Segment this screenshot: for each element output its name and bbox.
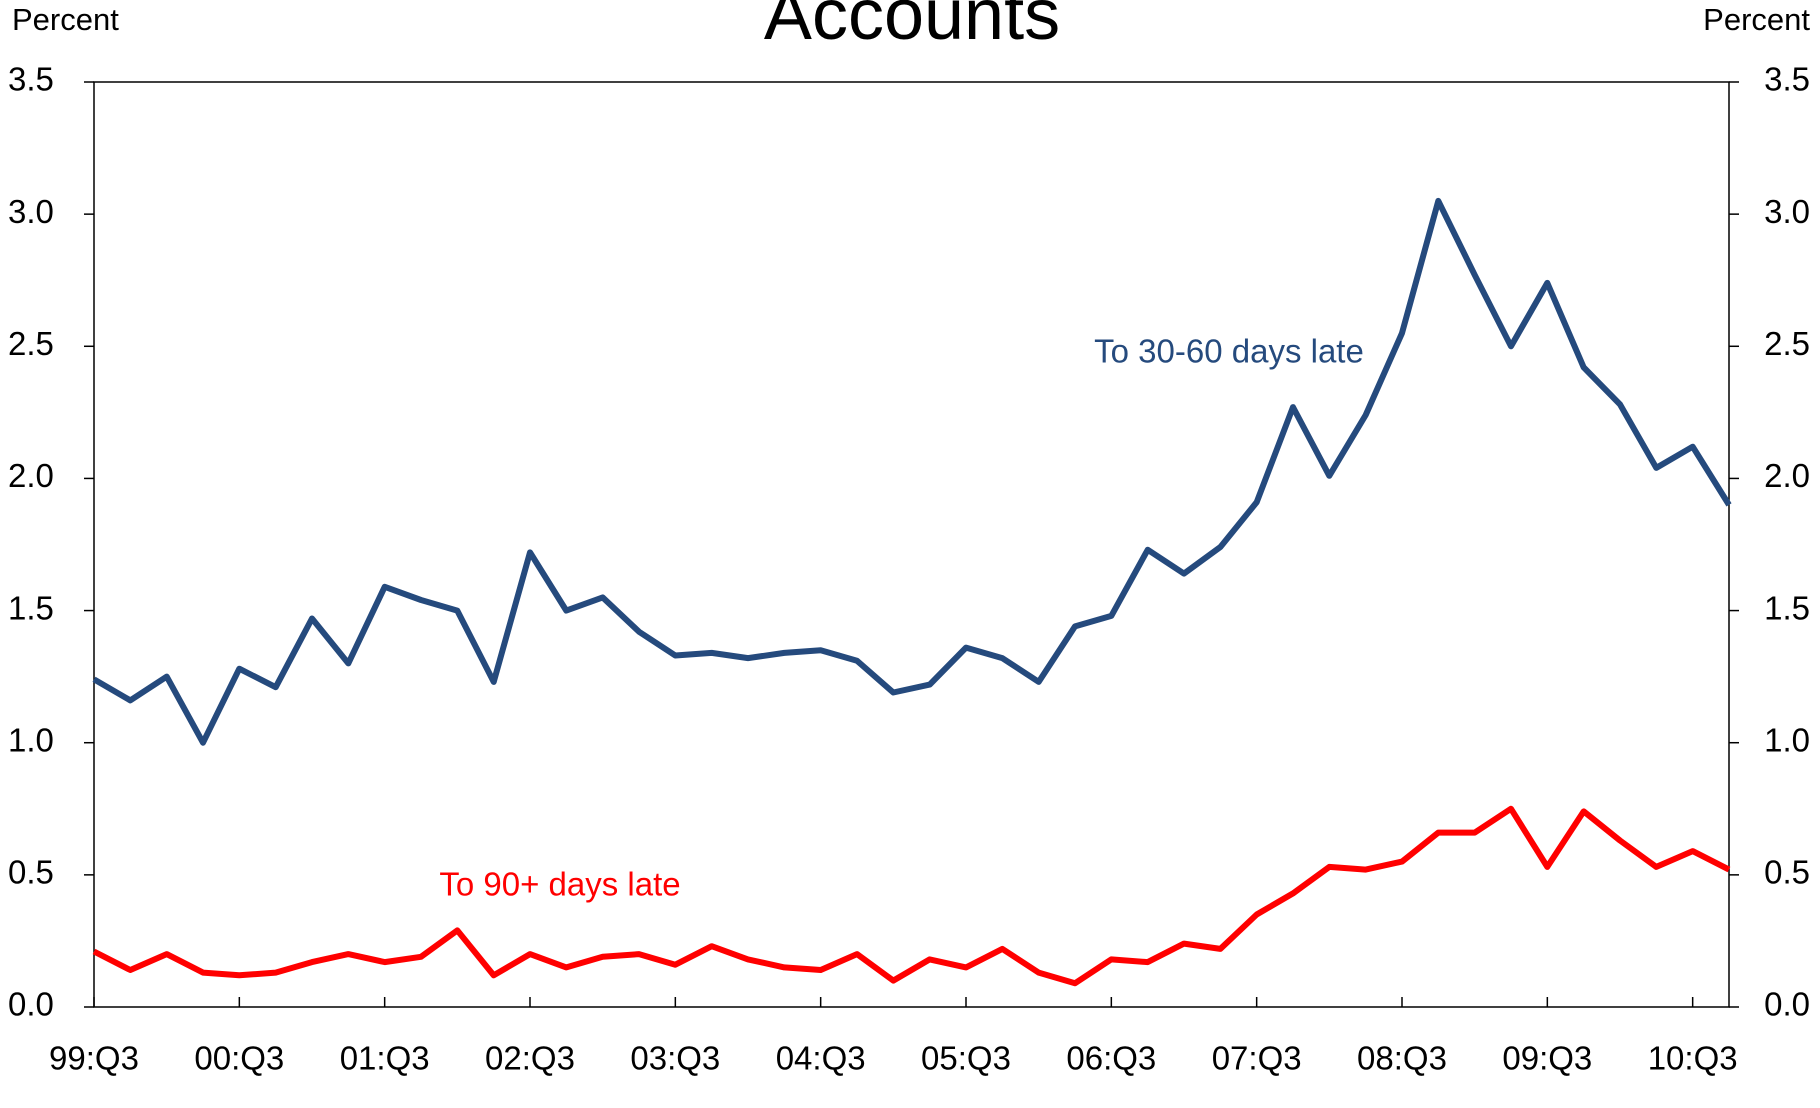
- x-tick-label: 01:Q3: [340, 1040, 430, 1077]
- chart-title: Accounts: [764, 0, 1060, 55]
- y2-tick-label: 0.5: [1764, 854, 1810, 891]
- y-tick-label: 0.5: [8, 854, 54, 891]
- y-tick-label: 1.0: [8, 721, 54, 758]
- y2-tick-label: 1.0: [1764, 721, 1810, 758]
- y2-tick-label: 3.5: [1764, 61, 1810, 98]
- y2-tick-label: 1.5: [1764, 589, 1810, 626]
- y-tick-label: 2.5: [8, 325, 54, 362]
- series-label: To 90+ days late: [439, 866, 680, 903]
- y-tick-label: 1.5: [8, 589, 54, 626]
- series-label: To 30-60 days late: [1094, 333, 1364, 370]
- x-tick-label: 10:Q3: [1648, 1040, 1738, 1077]
- y-tick-label: 0.0: [8, 986, 54, 1023]
- series-line: [92, 805, 1731, 987]
- x-tick-label: 05:Q3: [921, 1040, 1011, 1077]
- x-tick-label: 06:Q3: [1066, 1040, 1156, 1077]
- y2-tick-label: 2.0: [1764, 457, 1810, 494]
- x-tick-label: 99:Q3: [49, 1040, 139, 1077]
- y2-axis-label: Percent: [1703, 2, 1810, 37]
- x-tick-label: 08:Q3: [1357, 1040, 1447, 1077]
- series-line: [92, 197, 1732, 746]
- x-tick-label: 07:Q3: [1212, 1040, 1302, 1077]
- y2-tick-label: 3.0: [1764, 193, 1810, 230]
- y-tick-label: 3.0: [8, 193, 54, 230]
- x-tick-label: 03:Q3: [630, 1040, 720, 1077]
- y-tick-label: 3.5: [8, 61, 54, 98]
- y-axis-label: Percent: [12, 2, 119, 37]
- x-tick-label: 09:Q3: [1502, 1040, 1592, 1077]
- x-tick-label: 00:Q3: [194, 1040, 284, 1077]
- plot-frame: [93, 81, 1730, 1008]
- y2-tick-label: 2.5: [1764, 325, 1810, 362]
- y-tick-label: 2.0: [8, 457, 54, 494]
- y2-tick-label: 0.0: [1764, 986, 1810, 1023]
- x-tick-label: 02:Q3: [485, 1040, 575, 1077]
- x-tick-label: 04:Q3: [776, 1040, 866, 1077]
